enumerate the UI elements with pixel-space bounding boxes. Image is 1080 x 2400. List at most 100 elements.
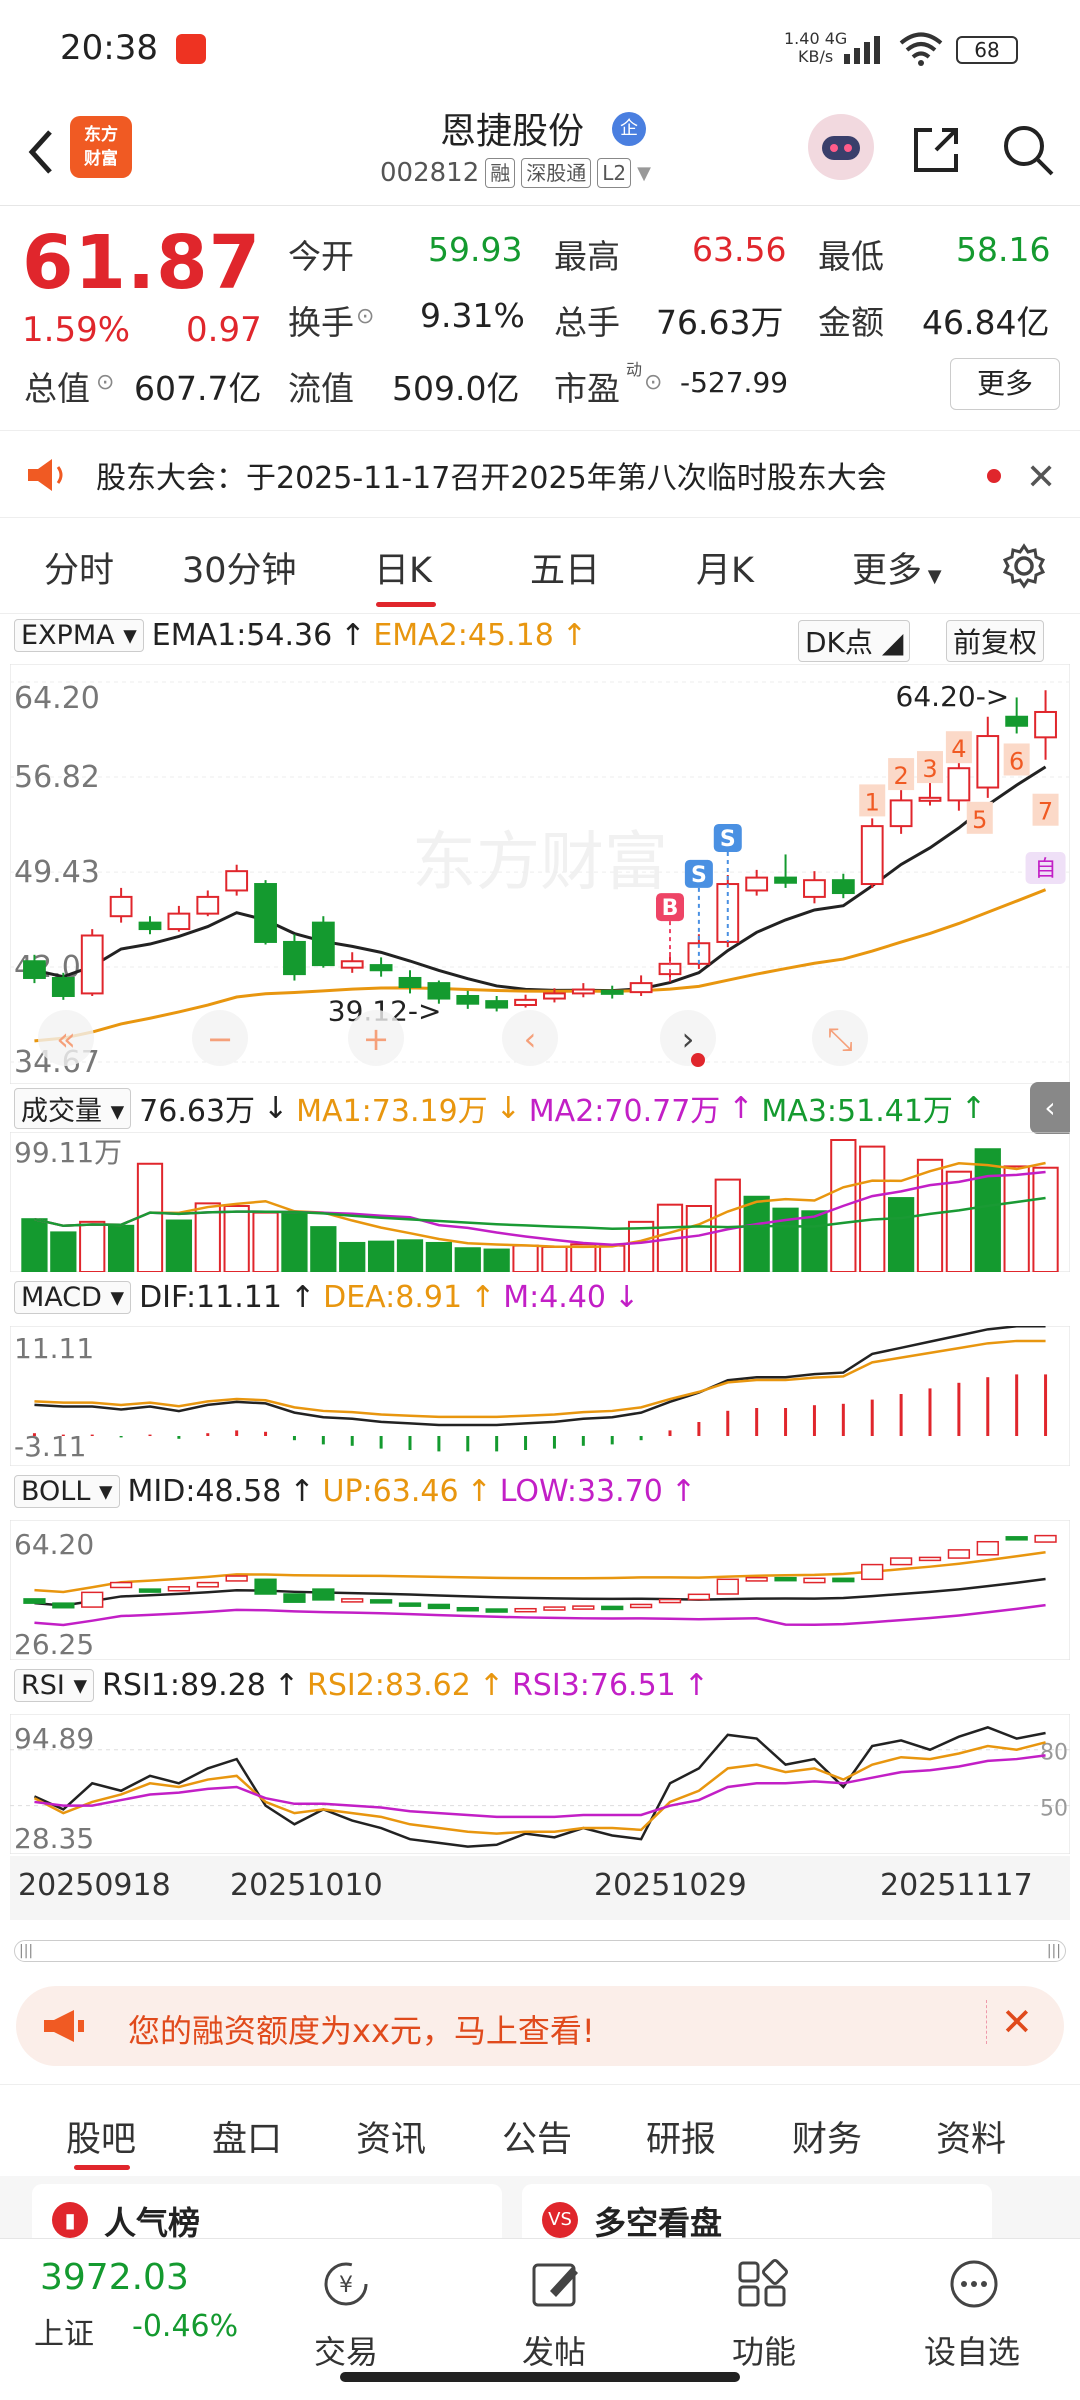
margin-ad-banner[interactable]: 您的融资额度为xx元，马上查看! ✕: [16, 1986, 1064, 2066]
volume-bar: [310, 1226, 337, 1272]
index-value[interactable]: 3972.03: [40, 2257, 189, 2298]
nav-functions[interactable]: 功能: [732, 2333, 797, 2371]
rsi-indicator-select[interactable]: RSI ▾: [14, 1669, 95, 1702]
boll-indicator-name: BOLL: [21, 1476, 91, 1507]
more-button[interactable]: 更多: [950, 358, 1060, 410]
prev-icon[interactable]: «: [38, 1010, 94, 1066]
nav-post[interactable]: 发帖: [522, 2333, 587, 2371]
close-icon[interactable]: ✕: [986, 2000, 1033, 2044]
zoom-out-icon[interactable]: −: [192, 1010, 248, 1066]
boll-chart[interactable]: 64.20 26.25: [10, 1520, 1070, 1660]
up-arrow-icon: ↑: [683, 1668, 709, 1703]
rsi-ref-label: 80: [1040, 1741, 1068, 1766]
index-change[interactable]: -0.46%: [132, 2309, 239, 2344]
boll-indicator-select[interactable]: BOLL ▾: [14, 1475, 120, 1508]
index-name[interactable]: 上证: [34, 2317, 94, 2352]
tab-guba[interactable]: 股吧: [66, 2120, 137, 2160]
down-arrow-icon: ↓: [614, 1280, 640, 1315]
assistant-avatar[interactable]: [808, 114, 874, 180]
button-circle: [38, 1010, 94, 1066]
tag-margin: 融: [485, 158, 516, 188]
more-dots-icon[interactable]: [946, 2257, 1002, 2311]
info-icon[interactable]: ⊙: [644, 370, 663, 395]
adjust-mode-button[interactable]: 前复权: [946, 620, 1045, 662]
volume-indicator-select[interactable]: 成交量 ▾: [14, 1087, 132, 1129]
volume-bar: [743, 1195, 770, 1272]
dea-line: [34, 1339, 1046, 1419]
nav-trade[interactable]: 交易: [314, 2333, 379, 2371]
collapse-panel-icon[interactable]: ‹: [1030, 1082, 1070, 1134]
volume-bar: [945, 1170, 973, 1272]
zoom-in-icon[interactable]: +: [348, 1010, 404, 1066]
candle-body: [51, 976, 75, 997]
boll-candle: [514, 1607, 537, 1613]
tab-intraday[interactable]: 分时: [44, 551, 115, 591]
main-indicator-select[interactable]: EXPMA ▾: [14, 619, 144, 652]
trade-yen-icon[interactable]: ¥: [318, 2259, 374, 2309]
rsi2-line: [33, 1741, 1046, 1835]
info-icon[interactable]: ⊙: [356, 304, 375, 329]
popularity-card[interactable]: ▮ 人气榜: [32, 2184, 502, 2238]
ma3-value: MA3:51.41万: [761, 1094, 953, 1129]
search-icon[interactable]: [998, 120, 1058, 180]
app-logo[interactable]: 东方 财富: [70, 116, 132, 178]
info-icon[interactable]: ⊙: [96, 370, 115, 395]
tab-order-book[interactable]: 盘口: [212, 2120, 283, 2160]
volume-bar: [21, 1218, 48, 1272]
fullscreen-icon[interactable]: ⤡: [812, 1010, 868, 1066]
boll-low-line: [34, 1603, 1046, 1627]
back-arrow-icon[interactable]: [20, 122, 60, 182]
status-time: 20:38: [60, 28, 158, 68]
tab-news[interactable]: 资讯: [356, 2120, 427, 2160]
volume-bar: [252, 1211, 279, 1272]
dk-point-button[interactable]: DK点 ◢: [798, 620, 911, 662]
tab-30min[interactable]: 30分钟: [182, 551, 297, 591]
tab-announcements[interactable]: 公告: [502, 2120, 573, 2160]
tab-five-day[interactable]: 五日: [530, 551, 601, 591]
functions-grid-icon[interactable]: [736, 2259, 790, 2309]
scroll-handle-left[interactable]: |||: [19, 1943, 34, 1959]
change-percent: 1.59%: [22, 310, 131, 350]
candle-body: [109, 895, 133, 918]
boll-up-value: UP:63.46: [322, 1474, 459, 1509]
macd-indicator-select[interactable]: MACD ▾: [14, 1281, 132, 1314]
watermark: 东方财富: [412, 826, 668, 900]
stock-code-line[interactable]: 002812 融 深股通 L2 ▼: [380, 158, 651, 188]
tab-financials[interactable]: 财务: [792, 2120, 863, 2160]
ema2-line: [34, 888, 1047, 1043]
up-arrow-icon: ↑: [289, 1474, 315, 1509]
share-icon[interactable]: [906, 120, 966, 180]
tab-more[interactable]: 更多 ▼: [852, 542, 942, 593]
scroll-handle-right[interactable]: |||: [1046, 1943, 1061, 1959]
kline-chart[interactable]: 东方财富64.2056.8249.4342.0534.6764.20->39.1…: [10, 664, 1070, 1084]
candle-body: [918, 796, 942, 802]
macd-chart[interactable]: 11.11 -3.11: [10, 1326, 1070, 1466]
signal-label: S: [720, 827, 736, 852]
tab-monthly-k[interactable]: 月K: [696, 551, 754, 591]
net-speed-value: 1.40: [784, 29, 820, 48]
chart-scrollbar[interactable]: ||| |||: [14, 1940, 1066, 1962]
y-tick-label: 64.20: [14, 1528, 94, 1561]
rsi-chart[interactable]: 80 50 94.89 28.35: [10, 1714, 1070, 1854]
tab-daily-k[interactable]: 日K: [374, 551, 432, 591]
post-edit-icon[interactable]: [528, 2257, 584, 2311]
nav-add-watchlist[interactable]: 设自选: [924, 2333, 1021, 2371]
signal-label: S: [691, 863, 707, 888]
tab-research[interactable]: 研报: [646, 2120, 717, 2160]
candle-body: [427, 982, 451, 1000]
bull-bear-card[interactable]: VS 多空看盘: [522, 2184, 992, 2238]
date-label: 20251029: [594, 1868, 747, 1903]
right-icon[interactable]: ›: [660, 1010, 716, 1066]
boll-candle: [947, 1549, 971, 1559]
left-icon[interactable]: ‹: [502, 1010, 558, 1066]
candle-body: [514, 998, 537, 1006]
close-icon[interactable]: ✕: [1026, 457, 1057, 498]
volume-chart[interactable]: 99.11万: [10, 1132, 1070, 1272]
volume-bar: [887, 1197, 915, 1272]
boll-candle: [803, 1577, 826, 1584]
settings-gear-icon[interactable]: [1000, 542, 1048, 590]
ema1-value: EMA1:54.36: [151, 618, 333, 653]
tab-profile[interactable]: 资料: [936, 2120, 1007, 2160]
date-label: 20250918: [18, 1868, 171, 1903]
notice-bar[interactable]: 股东大会：于2025-11-17召开2025年第八次临时股东大会 ✕: [0, 430, 1080, 518]
